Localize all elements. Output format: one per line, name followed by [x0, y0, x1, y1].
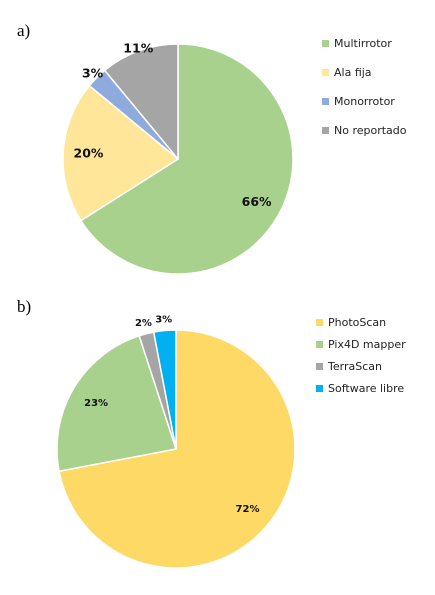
pie-slices-b — [56, 329, 296, 569]
legend-label-monorrotor: Monorrotor — [334, 95, 395, 108]
pie-data-labels-a: 66% 20% 3% 11% — [74, 41, 273, 210]
legend-label-multirrotor: Multirrotor — [334, 37, 392, 50]
pie-slices-a — [62, 43, 294, 275]
pie-slice-pix4d-mapper — [56, 335, 177, 473]
legend-swatch-monorrotor — [322, 98, 329, 105]
data-label-photoscan: 72% — [236, 504, 260, 515]
data-label-ala-fija: 20% — [74, 145, 104, 160]
data-label-monorrotor: 3% — [82, 66, 104, 81]
legend-b: PhotoScan Pix4D mapper TerraScan Software l… — [316, 316, 406, 395]
pie-slice-photoscan — [58, 329, 296, 569]
legend-label-no-reportado: No reportado — [334, 124, 407, 137]
legend-swatch-photoscan — [316, 319, 323, 326]
data-label-software-libre: 3% — [155, 315, 172, 326]
data-label-terrascan: 2% — [135, 318, 152, 329]
legend-swatch-ala-fija — [322, 69, 329, 76]
pie-chart-a: a) 66% 20% 3% 11% Multirrotor Ala fija Monorr… — [17, 21, 407, 275]
panel-label-b: b) — [17, 297, 31, 316]
legend-swatch-multirrotor — [322, 40, 329, 47]
pie-slice-no-reportado — [103, 43, 179, 160]
data-label-multirrotor: 66% — [242, 194, 272, 209]
legend-swatch-pix4d-mapper — [316, 341, 323, 348]
data-label-pix4d-mapper: 23% — [84, 398, 108, 409]
panel-label-a: a) — [17, 21, 30, 40]
pie-slice-software-libre — [152, 329, 177, 450]
legend-swatch-terrascan — [316, 363, 323, 370]
data-label-no-reportado: 11% — [123, 41, 153, 56]
legend-label-ala-fija: Ala fija — [334, 66, 372, 79]
legend-swatch-software-libre — [316, 385, 323, 392]
legend-label-terrascan: TerraScan — [327, 360, 382, 373]
legend-label-software-libre: Software libre — [328, 382, 404, 395]
legend-label-photoscan: PhotoScan — [328, 316, 386, 329]
pie-slice-multirrotor — [80, 43, 294, 275]
legend-a: Multirrotor Ala fija Monorrotor No reportad… — [322, 37, 407, 137]
pie-data-labels-b: 72% 23% 2% 3% — [84, 315, 259, 515]
pie-chart-b: b) 72% 23% 2% 3% PhotoScan Pix4D mapper Terra… — [17, 297, 406, 569]
pie-slice-ala-fija — [62, 84, 179, 222]
legend-label-pix4d-mapper: Pix4D mapper — [328, 338, 406, 351]
legend-swatch-no-reportado — [322, 127, 329, 134]
